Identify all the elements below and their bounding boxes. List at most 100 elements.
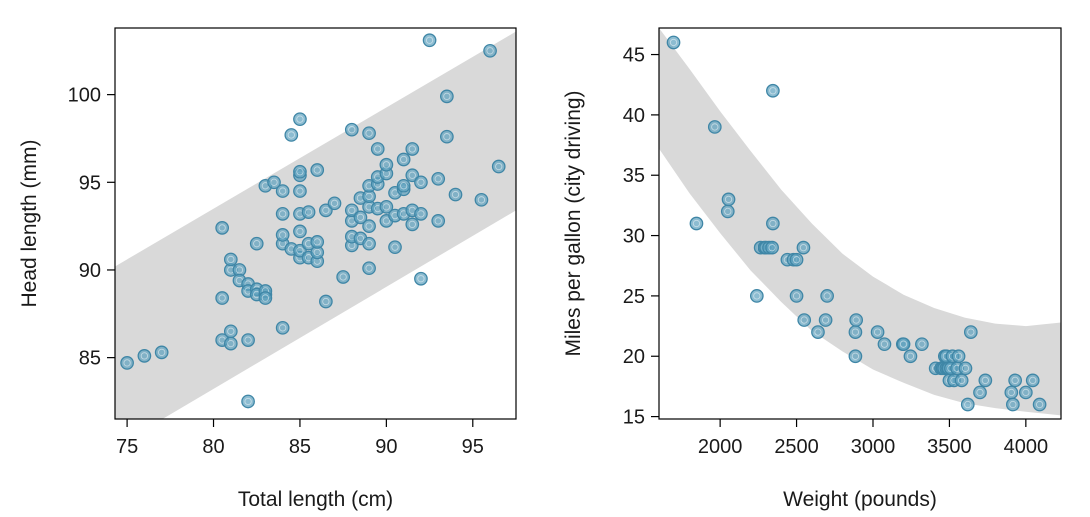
data-point	[1006, 397, 1020, 412]
data-point	[954, 373, 969, 388]
x-tick-label: 75	[116, 436, 138, 458]
x-tick-label: 2500	[774, 436, 819, 458]
data-point	[963, 325, 978, 339]
data-point-ring	[1035, 400, 1044, 409]
data-point-ring	[792, 292, 801, 300]
data-point-ring	[851, 352, 860, 360]
data-point-ring	[880, 340, 889, 348]
left-plot-frame	[114, 27, 517, 420]
data-point-ring	[711, 123, 719, 131]
data-point-ring	[253, 240, 261, 248]
data-point	[848, 349, 863, 364]
right-scatter-panel: 2000 2500 3000 3500 4000 15 20 25 30 35 40 45 Weig…	[562, 27, 1062, 511]
y-tick-label: 85	[79, 348, 101, 370]
right-plot-frame	[658, 27, 1062, 420]
y-tick-label: 40	[623, 105, 645, 127]
data-point-ring	[218, 224, 226, 232]
data-point	[405, 142, 420, 156]
data-point	[414, 271, 428, 286]
data-point	[293, 184, 307, 198]
data-point	[388, 240, 402, 255]
data-point	[301, 205, 316, 219]
data-point-ring	[356, 234, 365, 243]
data-point-ring	[1009, 400, 1017, 409]
data-point-ring	[1029, 376, 1037, 385]
data-point-ring	[1007, 388, 1015, 397]
y-tick-label: 95	[79, 172, 101, 194]
data-point-ring	[823, 292, 831, 300]
data-point-ring	[792, 256, 801, 264]
data-point-ring	[313, 248, 321, 257]
data-point	[275, 228, 290, 242]
left-data-points	[120, 33, 506, 409]
data-point-ring	[235, 266, 244, 274]
data-point-ring	[158, 348, 166, 357]
x-tick-label: 90	[375, 436, 397, 458]
data-point-ring	[287, 131, 295, 139]
data-point-ring	[1022, 388, 1030, 397]
data-point-ring	[123, 359, 131, 367]
data-point	[789, 289, 804, 303]
data-point-ring	[417, 178, 425, 186]
right-y-axis: 15 20 25 30 35 40 45	[623, 45, 659, 429]
y-tick-label: 90	[79, 260, 101, 282]
data-point	[215, 291, 230, 305]
y-tick-label: 25	[623, 286, 645, 308]
data-point-ring	[279, 231, 287, 239]
data-point	[293, 224, 307, 239]
data-point	[766, 216, 780, 231]
data-point	[414, 207, 428, 221]
data-point-ring	[417, 210, 425, 218]
right-prediction-band	[659, 28, 1061, 416]
data-point	[1018, 385, 1033, 400]
x-tick-label: 4000	[1004, 436, 1049, 458]
data-point-ring	[451, 190, 460, 199]
data-point-ring	[769, 219, 777, 228]
data-point	[362, 261, 376, 276]
data-point	[310, 235, 325, 249]
data-point-ring	[873, 328, 882, 336]
y-tick-label: 20	[623, 346, 645, 368]
data-point-ring	[800, 316, 808, 324]
x-tick-label: 85	[289, 436, 311, 458]
data-point-ring	[443, 133, 451, 141]
data-point	[1025, 373, 1040, 388]
data-point	[689, 216, 704, 231]
data-point	[362, 236, 376, 251]
data-point-ring	[434, 217, 442, 225]
right-y-axis-title: Miles per gallon (city driving)	[562, 90, 585, 356]
data-point	[223, 324, 238, 339]
data-point	[319, 294, 333, 309]
right-data-points	[666, 35, 1047, 412]
data-point	[120, 356, 134, 370]
data-point	[370, 142, 385, 156]
left-scatter-panel: 75 80 85 90 95 85 90 95 100 Total length (cm) H…	[18, 27, 517, 511]
data-point	[1032, 397, 1047, 412]
x-tick-label: 80	[202, 436, 224, 458]
data-point	[896, 337, 911, 352]
data-point	[973, 385, 987, 400]
data-point	[765, 240, 779, 255]
data-point-ring	[296, 227, 304, 236]
data-point-ring	[400, 182, 408, 190]
data-point	[440, 129, 454, 144]
data-point	[440, 89, 454, 104]
data-point-ring	[304, 208, 313, 216]
data-point-ring	[495, 162, 503, 171]
x-tick-label: 95	[462, 436, 484, 458]
data-point	[396, 152, 411, 167]
data-point	[1008, 373, 1022, 388]
data-point	[379, 157, 394, 172]
data-point-ring	[348, 206, 356, 214]
data-point-ring	[322, 206, 330, 214]
data-point-ring	[322, 297, 330, 306]
data-point-ring	[769, 87, 777, 95]
data-point-ring	[981, 376, 989, 385]
data-point-ring	[967, 328, 975, 336]
x-tick-label: 3000	[851, 436, 896, 458]
data-point	[154, 345, 169, 360]
data-point-ring	[270, 178, 278, 186]
data-point	[396, 178, 411, 193]
y-tick-label: 35	[623, 165, 645, 187]
data-point	[137, 349, 152, 363]
